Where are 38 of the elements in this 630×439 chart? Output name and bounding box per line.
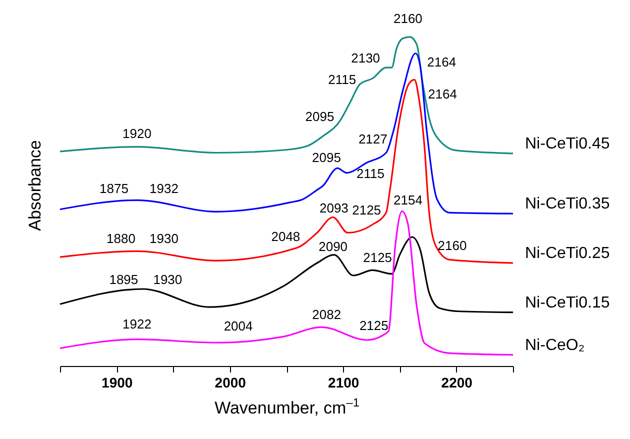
- annotation: 1895: [109, 272, 138, 287]
- x-tick-label: 2200: [441, 374, 473, 390]
- annotation: 2125: [352, 202, 382, 218]
- series-label: Ni-CeTi0.45: [525, 135, 610, 152]
- series-label: Ni-CeTi0.25: [525, 244, 610, 262]
- x-axis-title: Wavenumber, cm$^{–1}$: [214, 396, 360, 418]
- annotation: 2125: [359, 318, 388, 333]
- annotation: 2130: [351, 50, 380, 66]
- x-tick-label: 2100: [328, 374, 360, 390]
- x-tick-label: 1900: [102, 374, 133, 390]
- x-tick-label: 2000: [214, 374, 246, 390]
- annotation: 2048: [271, 228, 300, 244]
- annotation: 2115: [328, 72, 356, 87]
- annotation: 2125: [363, 250, 392, 266]
- annotation: 1920: [122, 126, 152, 141]
- annotation: 2095: [305, 109, 334, 124]
- annotation: 2093: [319, 200, 348, 216]
- annotation: 2164: [427, 54, 456, 70]
- annotation: 2164: [428, 86, 457, 102]
- annotation: 2004: [224, 318, 253, 334]
- series-label: Ni-CeO₂: [525, 336, 585, 354]
- annotation: 2160: [393, 10, 422, 26]
- series-label: Ni-CeTi0.35: [525, 196, 610, 213]
- annotation: 2090: [318, 238, 348, 254]
- annotation: 2082: [312, 307, 342, 322]
- annotation: 2095: [312, 150, 341, 166]
- annotation: 1930: [153, 272, 182, 287]
- annotation: 1880: [106, 231, 136, 246]
- annotation: 1930: [150, 231, 178, 246]
- annotation: 2127: [358, 132, 388, 147]
- annotation: 1932: [150, 181, 178, 196]
- annotation: 1922: [122, 316, 152, 332]
- annotation: 2160: [438, 238, 467, 253]
- annotation: 1875: [100, 181, 128, 196]
- y-axis-title: Absorbance: [26, 140, 44, 231]
- annotation: 2154: [394, 192, 422, 208]
- annotation: 2115: [356, 166, 385, 181]
- series-label: Ni-CeTi0.15: [525, 294, 610, 312]
